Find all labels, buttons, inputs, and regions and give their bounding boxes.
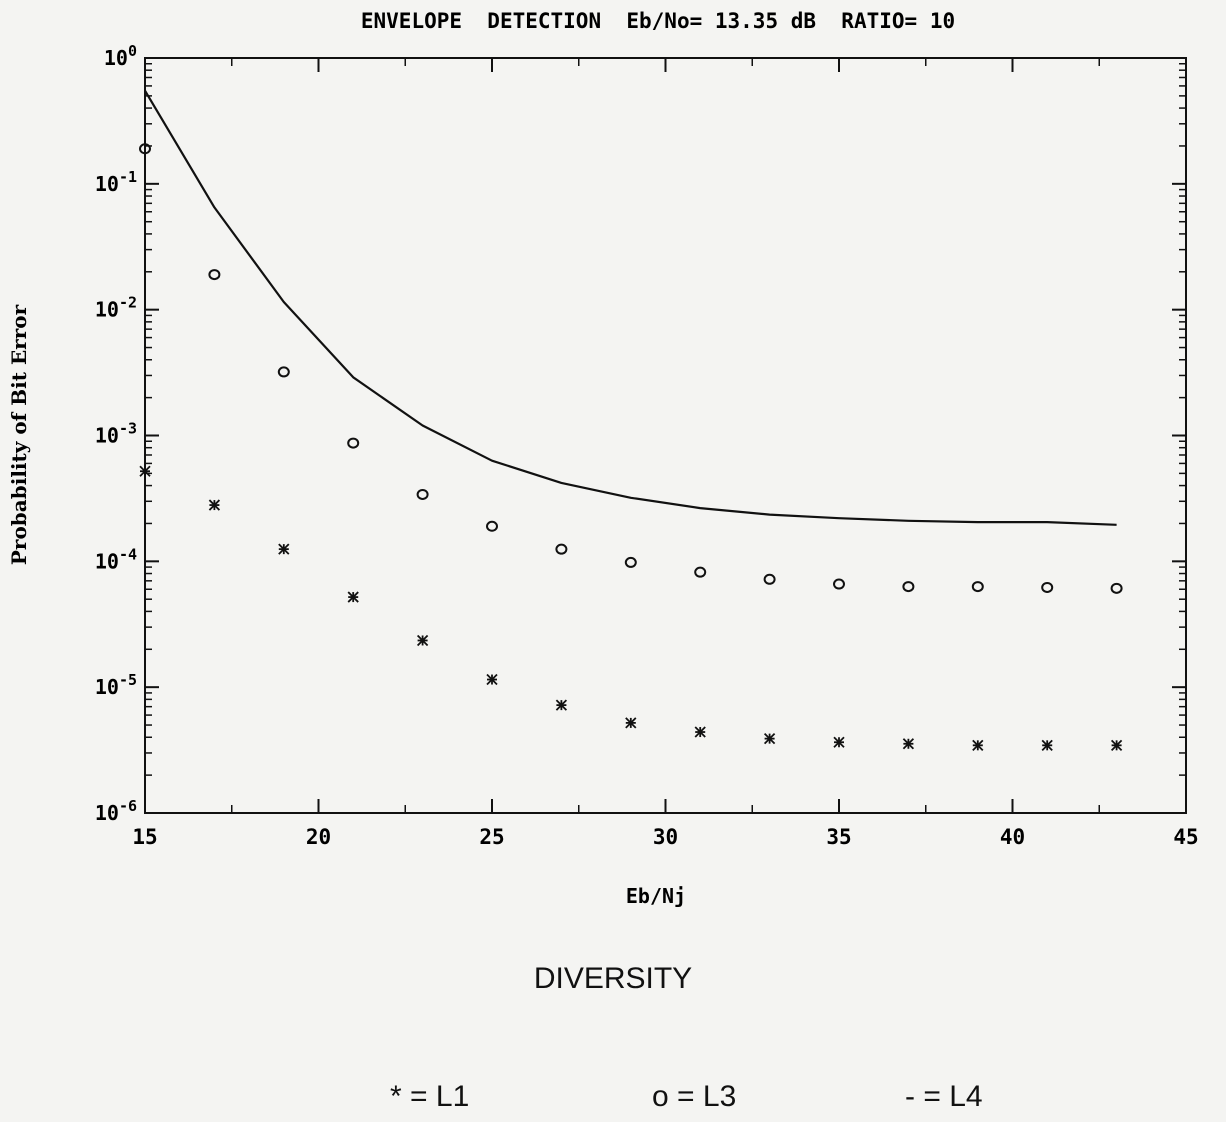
series-layer: [139, 90, 1123, 751]
circle-marker: [555, 543, 568, 555]
star-marker: [972, 739, 984, 751]
star-marker: [833, 736, 845, 748]
legend-entry-l4: - = L4: [905, 1080, 983, 1113]
circle-marker: [347, 437, 360, 449]
x-axis-ticks: [144, 58, 1187, 813]
legend-entry-l1: * = L1: [390, 1080, 470, 1113]
circle-marker: [416, 488, 429, 500]
circle-marker: [902, 581, 915, 593]
star-marker: [1110, 739, 1123, 751]
y-axis-label: Probability of Bit Error: [7, 304, 31, 565]
star-marker: [139, 465, 151, 477]
x-axis-tick-labels: 15 20 25 30 35 40 45: [132, 825, 1198, 849]
series-l1: [139, 465, 1123, 751]
circle-marker: [139, 143, 151, 155]
circle-marker: [1110, 582, 1123, 594]
circle-marker: [624, 556, 637, 568]
circle-marker: [486, 520, 498, 532]
y-tick-label: 10-2: [95, 294, 137, 322]
legend-label-l3: L3: [702, 1080, 737, 1113]
star-marker: [486, 673, 498, 686]
star-marker: [278, 543, 290, 555]
y-axis-tick-labels: 100 10-1 10-2 10-3 10-4 10-5 10-6: [95, 42, 137, 825]
x-axis-label: Eb/Nj: [626, 884, 686, 908]
y-tick-label: 10-6: [95, 797, 137, 825]
circle-marker: [971, 581, 984, 593]
legend-entry-l3: o = L3: [652, 1080, 737, 1113]
series-l3: [139, 143, 1123, 594]
y-tick-label: 10-1: [95, 168, 137, 196]
x-tick-label: 45: [1173, 825, 1198, 849]
star-marker: [763, 732, 776, 745]
star-marker: [208, 499, 221, 511]
star-marker: [694, 726, 706, 738]
legend-label-l1: L1: [435, 1080, 470, 1113]
series-l4: [144, 90, 1117, 526]
legend-symbol-circle: o: [652, 1080, 669, 1113]
y-tick-label: 10-5: [95, 671, 137, 699]
x-tick-label: 35: [826, 825, 851, 849]
star-marker: [902, 738, 915, 750]
x-tick-label: 40: [1000, 825, 1025, 849]
star-marker: [555, 699, 568, 711]
circle-marker: [763, 573, 776, 585]
x-tick-label: 20: [306, 825, 331, 849]
legend-title: DIVERSITY: [533, 962, 693, 995]
plot-frame: [144, 57, 1187, 814]
legend-symbol-star: *: [390, 1080, 402, 1113]
y-axis-ticks: [145, 57, 1186, 814]
circle-marker: [833, 578, 845, 590]
star-marker: [416, 634, 429, 647]
star-marker: [347, 591, 359, 603]
circle-marker: [277, 366, 290, 378]
y-tick-label: 10-4: [95, 545, 137, 573]
y-tick-label: 100: [104, 42, 137, 70]
circle-marker: [208, 269, 221, 281]
chart-title: ENVELOPE DETECTION Eb/No= 13.35 dB RATIO…: [361, 9, 955, 33]
legend-label-l4: L4: [949, 1080, 983, 1113]
x-tick-label: 15: [132, 825, 157, 849]
circle-marker: [694, 566, 707, 578]
series-line: [144, 90, 1117, 526]
x-tick-label: 30: [653, 825, 678, 849]
circle-marker: [1041, 581, 1054, 593]
star-marker: [1041, 739, 1053, 751]
legend-symbol-dash: -: [905, 1080, 915, 1113]
y-tick-label: 10-3: [95, 420, 137, 448]
star-marker: [625, 717, 637, 729]
x-tick-label: 25: [479, 825, 504, 849]
